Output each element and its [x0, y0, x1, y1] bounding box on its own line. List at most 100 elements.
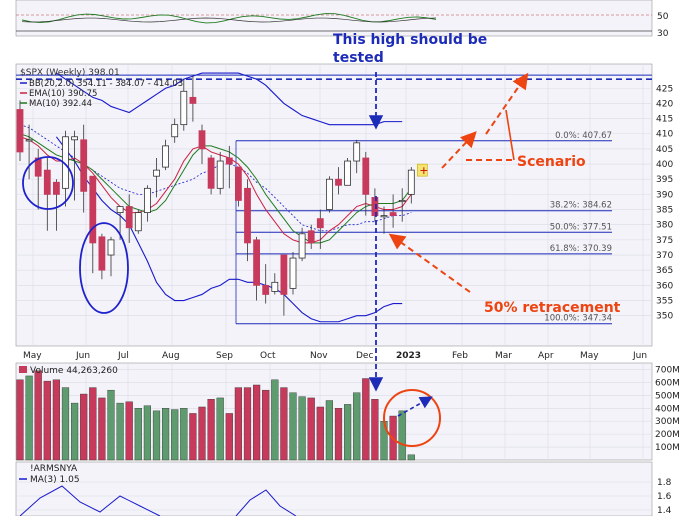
volume-panel: 100M 200M 300M 400M 500M 600M 700M Volume 44,26…: [15, 362, 680, 461]
volume-bar: [180, 408, 188, 461]
candle-body: [316, 218, 324, 229]
top-indicator-signal-line: [21, 17, 437, 23]
volume-bar: [171, 409, 179, 461]
volume-bar: [271, 379, 279, 461]
price-legend-label: EMA(10) 390.75: [29, 89, 97, 99]
volume-bar: [198, 406, 206, 461]
candle-body: [98, 236, 106, 271]
volume-bar: [89, 387, 97, 461]
candle-body: [80, 139, 88, 192]
fibonacci-level-label: 50.0%: 377.51: [550, 222, 612, 232]
candle-body: [134, 212, 142, 232]
price-y-tick-label: 380: [656, 221, 673, 231]
high-note-line-2: tested: [333, 50, 384, 66]
price-x-tick-label: Sep: [216, 351, 233, 361]
price-y-tick-label: 360: [656, 281, 673, 291]
arms-ma-line: [235, 489, 297, 517]
price-x-tick-label: Jun: [75, 351, 90, 361]
candle-body: [253, 239, 261, 286]
candle-body: [225, 157, 233, 165]
candle-body: [143, 187, 151, 213]
candle-body: [371, 197, 379, 217]
volume-bar: [61, 387, 70, 461]
volume-bar: [98, 397, 106, 461]
volume-bar: [371, 399, 379, 461]
volume-bar: [280, 387, 288, 461]
scenario-label: Scenario: [517, 154, 586, 170]
candle-body: [289, 257, 297, 289]
arms-panel-frame: [15, 461, 653, 517]
candle-body: [34, 157, 42, 177]
volume-highlight-circle: [383, 389, 441, 447]
candle-body: [353, 142, 361, 162]
top-indicator-panel: 50 30: [15, 0, 669, 39]
volume-bar: [116, 402, 124, 461]
last-price-marker: [416, 163, 428, 177]
volume-bar: [152, 410, 161, 461]
candle-body: [153, 169, 160, 177]
volume-bar: [134, 408, 142, 461]
volume-bar: [262, 389, 270, 461]
price-y-tick-label: 365: [656, 266, 673, 276]
volume-bar: [107, 389, 115, 461]
price-x-tick-label: Feb: [452, 351, 468, 361]
candle-body: [16, 109, 24, 153]
volume-bar: [125, 401, 133, 461]
price-y-tick-label: 355: [656, 297, 673, 307]
candle-body: [325, 178, 333, 210]
arms-legend-title: !ARMSNYA: [30, 464, 78, 474]
candle-body: [271, 281, 279, 292]
price-panel: 350 355 360 365 370 375 380 385 390 395 400 405 410 4…: [15, 63, 673, 361]
fibonacci-level-label: 0.0%: 407.67: [555, 131, 612, 141]
price-legend-label: MA(10) 392.44: [29, 99, 92, 109]
price-y-tick-label: 425: [656, 84, 673, 94]
volume-bar: [398, 410, 406, 461]
volume-y-tick-label: 700M: [655, 365, 680, 375]
price-legend-title: $SPX (Weekly) 398.01: [20, 68, 120, 78]
candle-body: [262, 284, 270, 295]
volume-bar: [80, 393, 88, 461]
candle-body: [71, 136, 78, 141]
price-x-tick-label: 2023: [396, 351, 421, 361]
price-x-tick-label: Dec: [356, 351, 373, 361]
bollinger-upper-band: [56, 72, 403, 126]
volume-legend-swatch: [19, 366, 27, 373]
candle-body: [125, 206, 133, 229]
fibonacci-level-label: 100.0%: 347.34: [544, 314, 612, 324]
volume-bar: [234, 387, 243, 461]
candle-body: [189, 96, 197, 104]
volume-bar: [16, 379, 24, 461]
volume-rising-arrow: [397, 396, 433, 417]
candle-body: [280, 254, 288, 295]
candle-body: [344, 160, 352, 186]
arms-y-tick-label: 1.4: [657, 506, 672, 516]
volume-y-tick-label: 100M: [655, 443, 680, 453]
high-note-text: This high should be tested: [333, 32, 487, 66]
retracement-label: 50% retracement: [484, 300, 621, 316]
arms-y-tick-label: 1.6: [657, 492, 672, 502]
top-panel-frame: [15, 0, 653, 37]
volume-bar: [161, 408, 170, 461]
highlight-circle: [22, 156, 74, 210]
price-x-tick-label: Oct: [260, 351, 276, 361]
price-y-tick-label: 350: [656, 312, 673, 322]
volume-bar: [43, 380, 51, 461]
volume-legend-label: Volume 44,263,260: [30, 366, 118, 376]
price-y-tick-label: 395: [656, 175, 673, 185]
candle-body: [171, 124, 179, 138]
last-price-plus-icon: +: [419, 164, 428, 177]
volume-y-tick-label: 400M: [655, 404, 680, 414]
retracement-arrow: [388, 233, 471, 293]
price-y-tick-label: 405: [656, 145, 673, 155]
price-y-tick-label: 375: [656, 236, 673, 246]
candle-body: [307, 230, 315, 244]
candle-body: [398, 200, 406, 203]
arms-ma-line: [19, 485, 161, 517]
candle-body: [380, 215, 388, 218]
volume-y-tick-label: 600M: [655, 378, 680, 388]
top-y-tick-label: 30: [657, 29, 669, 39]
volume-bar: [70, 402, 79, 461]
